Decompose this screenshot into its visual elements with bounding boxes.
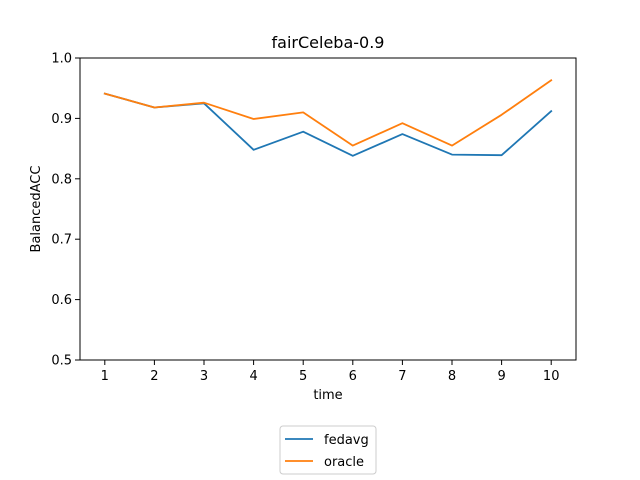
- y-tick-label: 0.7: [51, 233, 72, 248]
- y-tick-label: 0.9: [51, 112, 72, 127]
- x-tick-label: 5: [299, 369, 307, 384]
- chart-title: fairCeleba-0.9: [272, 33, 385, 52]
- x-axis-label: time: [313, 388, 342, 403]
- legend-box: [279, 425, 377, 475]
- plot-frame: [79, 57, 577, 361]
- x-tick-label: 1: [101, 369, 109, 384]
- x-tick-label: 8: [448, 369, 456, 384]
- legend: fedavg oracle: [279, 425, 377, 475]
- x-tick-label: 10: [543, 369, 560, 384]
- y-axis: 0.5 0.6 0.7 0.8 0.9 1.0: [51, 52, 80, 369]
- x-axis: 1 2 3 4 5 6 7 8 9 10: [101, 360, 560, 384]
- x-tick-label: 4: [249, 369, 257, 384]
- plot-area: [103, 79, 553, 157]
- series-line-oracle: [103, 79, 553, 147]
- x-tick-label: 2: [150, 369, 158, 384]
- legend-label-oracle: oracle: [324, 455, 364, 470]
- x-tick-label: 7: [398, 369, 406, 384]
- x-tick-label: 3: [200, 369, 208, 384]
- y-tick-label: 0.5: [51, 354, 72, 369]
- y-axis-label: BalancedACC: [29, 166, 44, 253]
- legend-label-fedavg: fedavg: [324, 433, 369, 448]
- x-tick-label: 9: [497, 369, 505, 384]
- x-tick-label: 6: [349, 369, 357, 384]
- y-tick-label: 1.0: [51, 52, 72, 67]
- y-tick-label: 0.6: [51, 293, 72, 308]
- y-tick-label: 0.8: [51, 172, 72, 187]
